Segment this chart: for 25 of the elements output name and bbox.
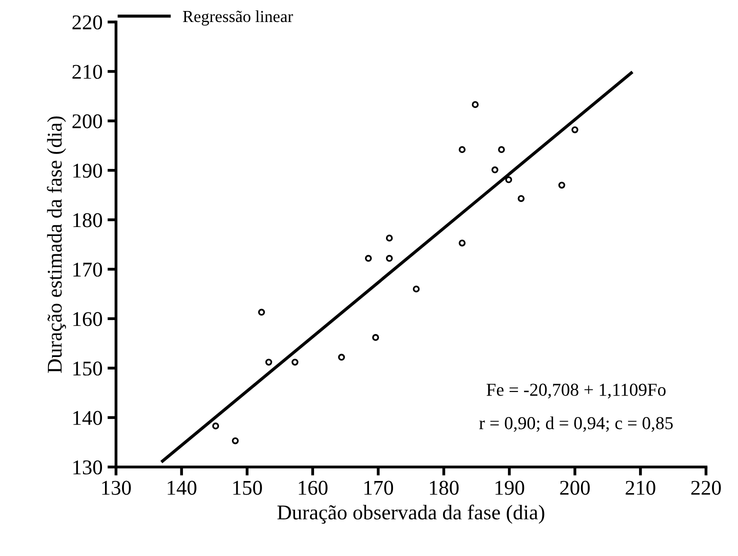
y-tick-label: 210	[72, 64, 102, 79]
y-tick-label: 170	[73, 262, 102, 277]
y-tick-label: 190	[73, 164, 102, 178]
x-axis-title: Duração observada da fase (dia)	[277, 504, 544, 524]
x-tick-label: 200	[560, 480, 590, 495]
y-tick-label: 200	[72, 114, 102, 128]
legend-label: Regressão linear	[183, 10, 293, 26]
y-tick-label: 180	[73, 213, 102, 228]
y-tick-label: 140	[73, 410, 102, 425]
y-tick-label: 160	[73, 312, 102, 326]
x-tick-label: 140	[168, 480, 196, 495]
x-tick-label: 190	[496, 480, 524, 495]
x-tick-label: 220	[691, 480, 721, 495]
y-axis-title: Duração estimada da fase (dia)	[46, 116, 66, 373]
x-tick-label: 150	[233, 480, 262, 495]
annotation: r = 0,90; d = 0,94; c = 0,85	[479, 416, 673, 432]
x-tick-label: 160	[298, 480, 328, 495]
y-tick-label: 150	[73, 361, 102, 376]
y-tick-label: 220	[72, 15, 102, 30]
y-tick-label: 130	[73, 460, 102, 474]
x-tick-label: 130	[102, 480, 131, 495]
annotation: Fe = -20,708 + 1,1109Fo	[486, 384, 666, 398]
x-tick-label: 210	[626, 480, 656, 495]
x-tick-label: 170	[364, 480, 394, 495]
x-tick-label: 180	[430, 480, 459, 495]
